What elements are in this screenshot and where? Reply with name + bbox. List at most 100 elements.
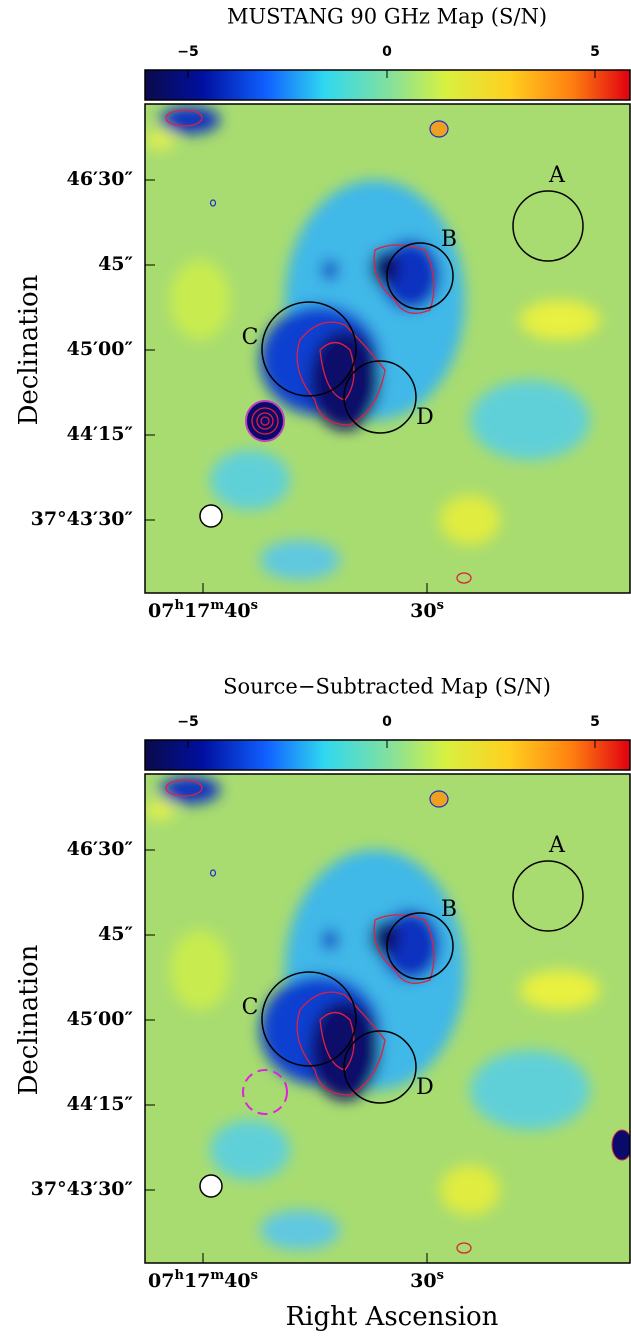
contour: [260, 416, 270, 426]
panel-title: Source−Subtracted Map (S/N): [223, 675, 551, 699]
y-tick-label: 45″: [98, 923, 133, 945]
contour: [319, 341, 355, 401]
subtracted-source: [242, 1069, 288, 1115]
emission: [210, 450, 290, 510]
x-tick-part: s: [437, 598, 444, 613]
y-tick-label: 46′30″: [67, 168, 134, 190]
emission: [260, 1210, 340, 1250]
x-tick-label: 30s: [410, 598, 444, 623]
source: [611, 1129, 630, 1161]
contour: [251, 407, 279, 435]
map-structure: [145, 776, 600, 1250]
beam: [199, 504, 223, 528]
panel: Source−Subtracted Map (S/N) −5 0 5 A B C D 46′30…: [14, 675, 631, 1293]
contour: [373, 244, 435, 314]
x-tick-part: s: [251, 598, 258, 613]
region-label: D: [416, 405, 434, 430]
x-tick-part: 30: [410, 1270, 436, 1292]
y-axis-label: Declination: [14, 274, 44, 425]
map-frame: [144, 773, 631, 1264]
x-tick-part: 17: [184, 600, 210, 622]
y-tick-label: 37°43′30″: [31, 508, 134, 530]
x-tick-part: 07: [148, 1270, 174, 1292]
x-tick-part: 30: [410, 600, 436, 622]
y-axis-label: Declination: [14, 944, 44, 1095]
beam: [199, 1174, 223, 1198]
colorbar-tick-label: −5: [177, 44, 198, 60]
emission: [160, 776, 220, 804]
emission: [260, 540, 340, 580]
map: [145, 104, 630, 593]
source: [429, 790, 449, 808]
emission: [210, 1120, 290, 1180]
contour: [165, 109, 203, 127]
colorbar-tick-label: 0: [382, 714, 392, 730]
emission: [470, 1050, 590, 1130]
emission: [170, 260, 230, 340]
x-tick-part: m: [210, 598, 224, 613]
region-circle: [343, 1030, 417, 1104]
x-axis-label: Right Ascension: [286, 1302, 499, 1332]
colorbar-tick-label: 0: [382, 44, 392, 60]
region-circle: [261, 301, 357, 397]
emission: [520, 970, 600, 1010]
contour: [373, 914, 435, 984]
x-tick-part: s: [437, 1268, 444, 1283]
colorbar-tick-label: 5: [590, 714, 600, 730]
emission: [170, 930, 230, 1010]
x-tick-part: 17: [184, 1270, 210, 1292]
x-tick-part: h: [175, 1268, 185, 1283]
colorbar-tick-label: 5: [590, 44, 600, 60]
source: [209, 869, 217, 877]
emission: [322, 930, 338, 950]
map-frame: [144, 103, 631, 594]
region-circle: [386, 912, 454, 980]
y-tick-label: 45′00″: [67, 338, 134, 360]
x-tick-part: 07: [148, 600, 174, 622]
y-tick-label: 44′15″: [67, 1093, 134, 1115]
emission: [145, 130, 175, 150]
contour: [296, 991, 386, 1096]
contour: [456, 1242, 472, 1254]
x-tick-part: s: [251, 1268, 258, 1283]
y-tick-label: 37°43′30″: [31, 1178, 134, 1200]
y-tick-label: 46′30″: [67, 838, 134, 860]
emission: [145, 800, 175, 820]
contour: [296, 321, 386, 426]
contour: [456, 572, 472, 584]
region-label: B: [441, 227, 457, 252]
contour: [165, 779, 203, 797]
x-tick-label: 07h17m40s: [148, 1268, 258, 1293]
point-source: [245, 400, 285, 442]
emission: [440, 495, 500, 545]
region-circle: [343, 360, 417, 434]
y-tick-label: 44′15″: [67, 423, 134, 445]
region-label: D: [416, 1075, 434, 1100]
x-tick-label: 30s: [410, 1268, 444, 1293]
contours: [165, 109, 472, 584]
region-label: C: [242, 325, 259, 350]
emission: [520, 300, 600, 340]
emission: [322, 260, 338, 280]
source: [209, 199, 217, 207]
region-label: A: [548, 833, 566, 858]
map: [145, 774, 630, 1263]
contour: [319, 1011, 355, 1071]
region-label: A: [548, 163, 566, 188]
contour: [256, 412, 274, 430]
panel: MUSTANG 90 GHz Map (S/N) −5 0 5 A B C D 46′30″ 45…: [14, 5, 631, 623]
y-tick-label: 45″: [98, 253, 133, 275]
region-circle: [512, 190, 584, 262]
region-label: C: [242, 995, 259, 1020]
x-tick-label: 07h17m40s: [148, 598, 258, 623]
panel-title: MUSTANG 90 GHz Map (S/N): [227, 5, 547, 29]
region-circle: [261, 971, 357, 1067]
emission: [160, 106, 220, 134]
emission: [470, 380, 590, 460]
emission: [440, 1165, 500, 1215]
region-circle: [386, 242, 454, 310]
colorbar-tick-label: −5: [177, 714, 198, 730]
x-tick-part: h: [175, 598, 185, 613]
contours: [165, 779, 472, 1254]
